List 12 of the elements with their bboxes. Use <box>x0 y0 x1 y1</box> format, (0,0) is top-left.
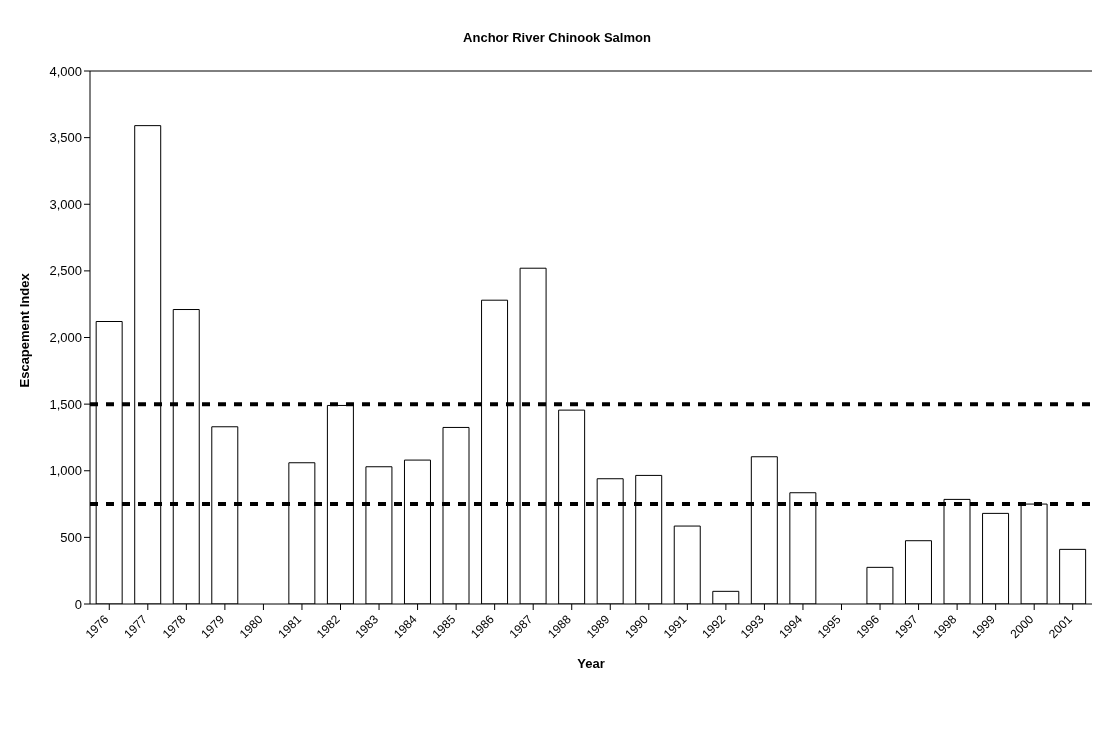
x-axis-title: Year <box>577 656 605 671</box>
y-axis-title: Escapement Index <box>16 272 32 388</box>
chart-title: Anchor River Chinook Salmon <box>462 30 652 47</box>
y-tick-label: 3,000 <box>49 196 82 212</box>
y-tick-label: 0 <box>74 596 82 612</box>
y-tick-label: 2,000 <box>49 330 82 346</box>
y-tick-label: 1,500 <box>49 396 82 412</box>
y-tick-label: 2,500 <box>49 263 82 279</box>
y-tick-label: 4,000 <box>49 63 82 79</box>
y-tick-label: 3,500 <box>49 130 82 146</box>
y-tick-label: 500 <box>60 529 82 545</box>
y-tick-label: 1,000 <box>49 463 82 479</box>
